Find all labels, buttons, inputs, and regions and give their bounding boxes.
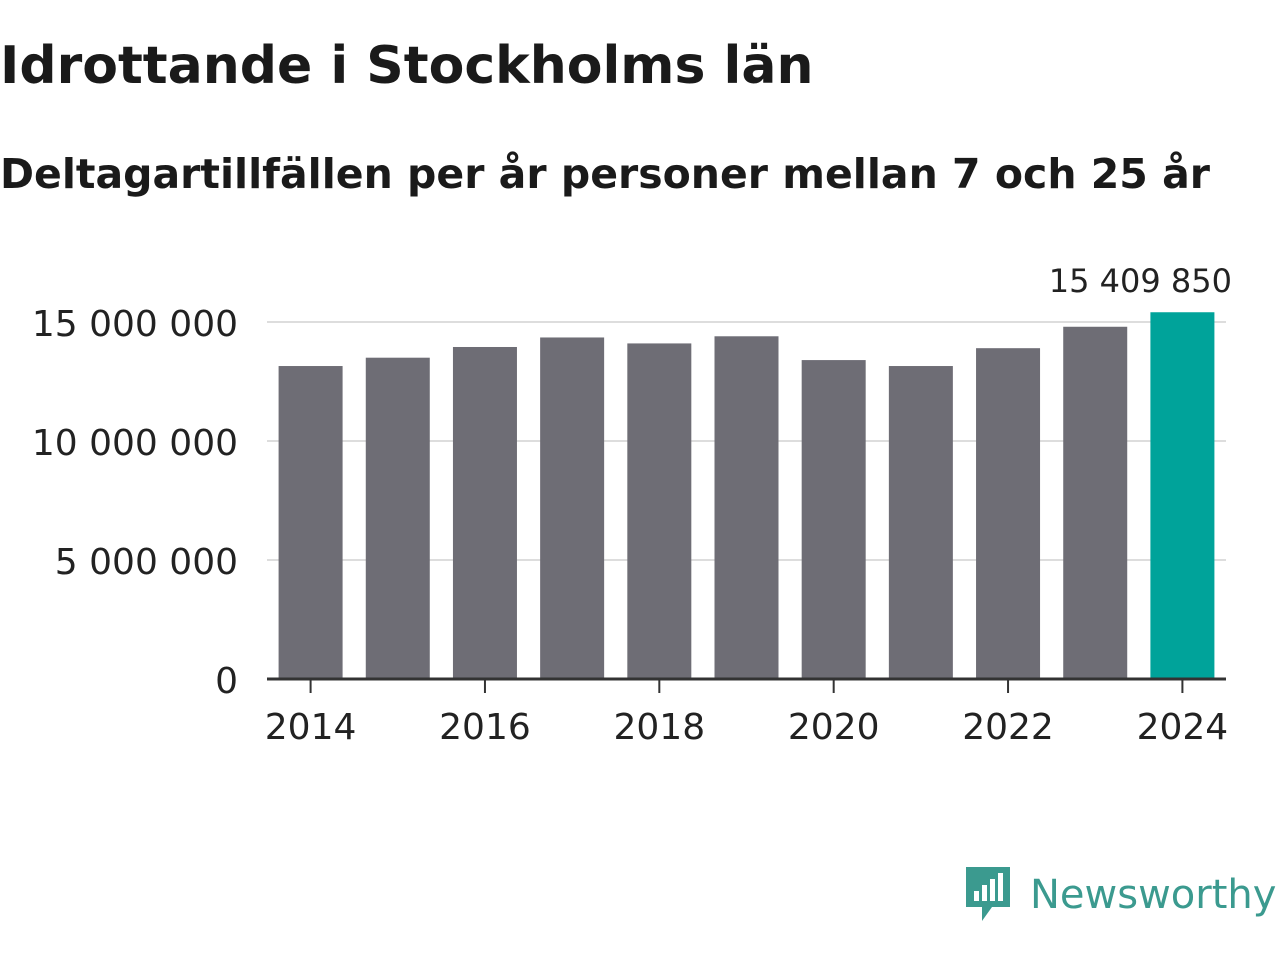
annotations: 15 409 850 <box>1049 262 1232 300</box>
newsworthy-logo: Newsworthy <box>962 862 1276 928</box>
x-tick-label: 2020 <box>788 707 880 748</box>
bar-2015 <box>365 357 430 679</box>
bars <box>278 312 1215 679</box>
bar-2023 <box>1063 326 1128 679</box>
chart-subtitle: Deltagartillfällen per år personer mella… <box>0 150 1211 198</box>
bar-2016 <box>452 346 517 679</box>
y-tick-label: 0 <box>215 661 238 702</box>
x-tick-label: 2018 <box>614 707 706 748</box>
x-axis <box>267 677 1226 693</box>
chart-title: Idrottande i Stockholms län <box>0 36 814 96</box>
x-axis-labels: 2014 2016 2018 2020 2022 2024 <box>265 707 1228 748</box>
newsworthy-logo-icon <box>966 867 1010 921</box>
bar-2022 <box>976 348 1041 679</box>
data-label-2024: 15 409 850 <box>1049 262 1232 300</box>
bar-2021 <box>888 366 953 679</box>
x-tick-label: 2022 <box>962 707 1054 748</box>
x-tick-label: 2014 <box>265 707 357 748</box>
bar-2024 <box>1150 312 1215 679</box>
bar-2019 <box>714 336 779 679</box>
x-tick-label: 2024 <box>1137 707 1229 748</box>
brand-name: Newsworthy <box>1030 872 1277 918</box>
y-axis-labels: 0 5 000 000 10 000 000 15 000 000 <box>32 304 238 702</box>
y-tick-label: 10 000 000 <box>32 423 238 464</box>
bar-2017 <box>540 337 605 679</box>
y-tick-label: 15 000 000 <box>32 304 238 345</box>
bar-2018 <box>627 343 692 679</box>
y-tick-label: 5 000 000 <box>55 542 238 583</box>
bar-2014 <box>278 366 343 679</box>
x-tick-label: 2016 <box>439 707 531 748</box>
bar-2020 <box>801 360 866 679</box>
